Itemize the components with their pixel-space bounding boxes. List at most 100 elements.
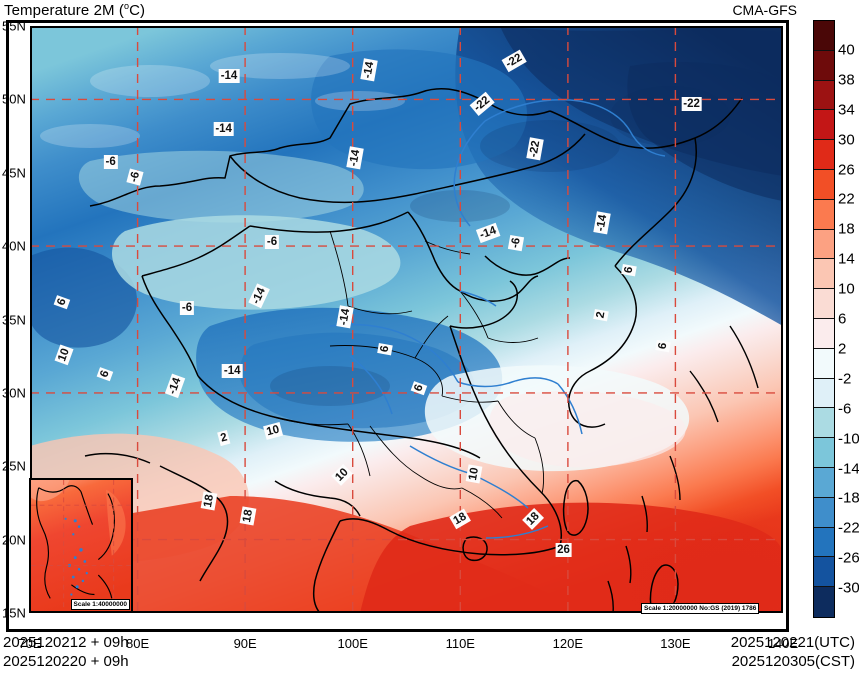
colorbar-swatch bbox=[814, 408, 834, 439]
contour-label: 6 bbox=[621, 263, 637, 276]
contour-label: 6 bbox=[96, 366, 114, 382]
contour-label: 26 bbox=[555, 542, 572, 557]
colorbar-tick-label: 38 bbox=[838, 71, 855, 89]
contour-label: -22 bbox=[681, 96, 702, 111]
lon-tick-label: 110E bbox=[445, 636, 475, 651]
contour-label: 18 bbox=[522, 508, 545, 530]
lon-tick-label: 80E bbox=[125, 636, 150, 651]
contour-label: -14 bbox=[360, 58, 378, 82]
contour-label: 2 bbox=[593, 308, 610, 322]
colorbar-swatch bbox=[814, 289, 834, 319]
contour-label: 6 bbox=[53, 294, 71, 310]
colorbar-tick-label: -2 bbox=[838, 370, 852, 388]
contour-label: -14 bbox=[346, 146, 364, 170]
colorbar-tick-label: -22 bbox=[838, 519, 859, 537]
contour-label: -6 bbox=[103, 155, 118, 170]
contour-label: 10 bbox=[263, 422, 284, 440]
contour-label: -14 bbox=[218, 68, 240, 83]
colorbar-swatch bbox=[814, 348, 834, 379]
inset-scale-label: Scale 1:40000000 bbox=[70, 599, 130, 610]
contour-label: 18 bbox=[200, 491, 217, 511]
contour-label: -14 bbox=[336, 305, 354, 328]
contour-label: 6 bbox=[411, 381, 428, 396]
valid-time-cst: 2025120305(CST) bbox=[731, 653, 855, 670]
colorbar-swatch bbox=[814, 169, 834, 200]
colorbar-tick-label: -30 bbox=[838, 579, 859, 597]
lat-lon-grid bbox=[30, 26, 783, 613]
lat-tick-label: 30N bbox=[2, 385, 26, 401]
lat-tick-label: 55N bbox=[2, 18, 26, 34]
colorbar-swatch bbox=[814, 50, 834, 81]
colorbar-tick-label: 6 bbox=[838, 310, 847, 328]
contour-label-layer: -14 -14 -14 -14 -22 -22 -22 -22 -6 -6 -6 -6 -14 -14 -1… bbox=[30, 26, 783, 613]
contour-label: 2 bbox=[216, 430, 231, 447]
lon-tick-label: 90E bbox=[233, 636, 257, 651]
colorbar-tick-label: 40 bbox=[838, 41, 855, 59]
contour-label: -14 bbox=[221, 363, 243, 378]
colorbar-swatch bbox=[814, 587, 834, 617]
contour-label: -6 bbox=[126, 168, 145, 186]
colorbar-tick-label: 34 bbox=[838, 101, 855, 119]
page-title-text: Temperature 2M ( bbox=[4, 2, 124, 19]
contour-label: -22 bbox=[525, 137, 544, 161]
colorbar-tick-label: -10 bbox=[838, 430, 859, 448]
colorbar-swatch bbox=[814, 557, 834, 588]
contour-label: -22 bbox=[469, 91, 495, 116]
init-time-line-2: 2025120220 + 09h bbox=[3, 653, 129, 670]
lon-tick-label: 120E bbox=[552, 636, 584, 651]
colorbar-swatch bbox=[814, 140, 834, 170]
contour-label: -6 bbox=[179, 300, 195, 315]
colorbar-swatch bbox=[814, 438, 834, 468]
south-china-sea-inset[interactable]: Scale 1:40000000 bbox=[29, 478, 133, 613]
contour-label: 10 bbox=[54, 344, 74, 366]
page-title-unit: C) bbox=[129, 2, 146, 19]
contour-label: -14 bbox=[593, 211, 611, 235]
contour-label: -14 bbox=[165, 373, 186, 398]
lat-tick-label: 50N bbox=[2, 91, 26, 107]
colorbar-tick-label: -26 bbox=[838, 549, 859, 567]
lat-tick-label: 25N bbox=[2, 458, 26, 474]
colorbar-tick-label: 14 bbox=[838, 250, 855, 268]
contour-label: -14 bbox=[476, 222, 501, 244]
colorbar-tick-label: 22 bbox=[838, 190, 855, 208]
colorbar-swatch bbox=[814, 318, 834, 349]
contour-label: -14 bbox=[213, 121, 234, 136]
colorbar-swatch bbox=[814, 527, 834, 558]
colorbar-swatch bbox=[814, 21, 834, 51]
map-frame bbox=[6, 20, 789, 632]
colorbar-swatch bbox=[814, 259, 834, 290]
init-time-line-1: 2025120212 + 09h bbox=[3, 634, 129, 651]
contour-label: -6 bbox=[508, 234, 525, 252]
colorbar-tick-label: 2 bbox=[838, 340, 847, 358]
colorbar-swatch bbox=[814, 378, 834, 409]
colorbar-tick-label: -14 bbox=[838, 460, 859, 477]
lat-tick-label: 35N bbox=[2, 312, 26, 327]
coastline-borders bbox=[84, 88, 759, 613]
contour-label: -22 bbox=[501, 50, 527, 73]
degree-symbol: o bbox=[123, 1, 130, 11]
colorbar[interactable] bbox=[813, 20, 835, 618]
colorbar-tick-label: -18 bbox=[838, 489, 859, 507]
colorbar-tick-label: 18 bbox=[838, 220, 855, 238]
colorbar-swatch bbox=[814, 110, 834, 141]
contour-label: 18 bbox=[240, 506, 257, 526]
contour-label: -14 bbox=[248, 283, 270, 309]
contour-label: 10 bbox=[331, 464, 353, 486]
lat-tick-label: 15N bbox=[2, 605, 26, 621]
colorbar-swatch bbox=[814, 199, 834, 230]
colorbar-tick-label: 10 bbox=[838, 280, 855, 298]
colorbar-swatch bbox=[814, 229, 834, 260]
lon-tick-label: 140E bbox=[767, 636, 799, 651]
colorbar-tick-label: 26 bbox=[838, 161, 855, 178]
map-scale-label: Scale 1:20000000 No:GS (2019) 1786 bbox=[641, 603, 760, 614]
temperature-map[interactable]: -14 -14 -14 -14 -22 -22 -22 -22 -6 -6 -6 -6 -14 -14 -1… bbox=[30, 26, 783, 613]
lon-tick-label: 130E bbox=[660, 636, 691, 651]
valid-time-utc: 2025120221(UTC) bbox=[730, 634, 855, 651]
lat-tick-label: 20N bbox=[2, 532, 26, 548]
colorbar-swatch bbox=[814, 497, 834, 528]
colorbar-tick-label: -6 bbox=[838, 400, 852, 418]
lat-tick-label: 40N bbox=[2, 238, 26, 254]
contour-label: -6 bbox=[264, 234, 280, 249]
model-label: CMA-GFS bbox=[732, 2, 797, 18]
colorbar-tick-label: 30 bbox=[838, 131, 855, 149]
